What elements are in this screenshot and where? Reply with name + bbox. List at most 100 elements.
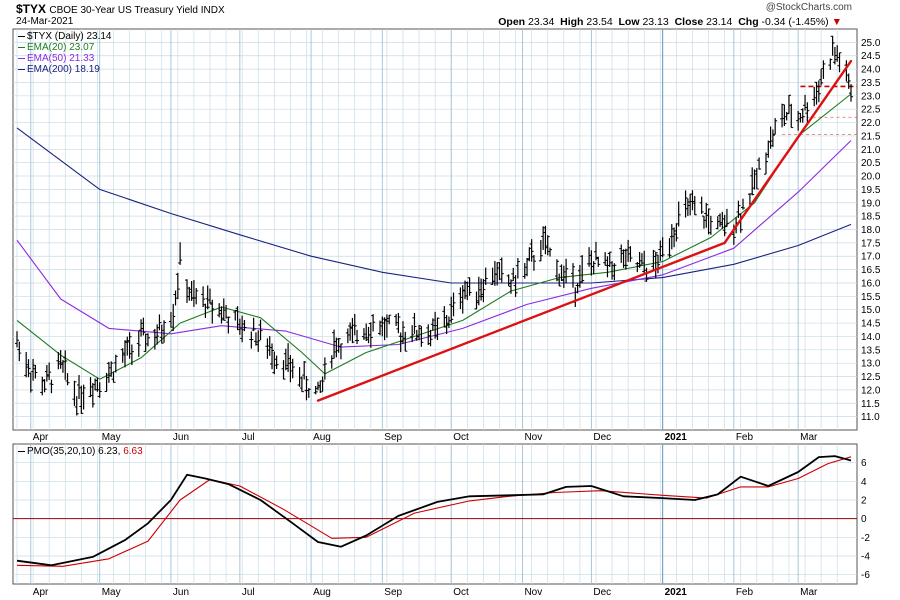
- price-bar: [65, 373, 70, 386]
- price-bar: [497, 262, 502, 281]
- price-bar: [139, 319, 144, 337]
- price-bar: [481, 278, 486, 303]
- price-bar: [97, 382, 102, 398]
- price-bar: [449, 296, 454, 323]
- price-bar: [835, 45, 840, 62]
- price-bar: [722, 214, 727, 237]
- price-bar: [656, 254, 661, 274]
- symbol-title: $TYX CBOE 30-Year US Treasury Yield INDX: [16, 3, 225, 16]
- price-bar: [511, 267, 516, 281]
- low-label: Low: [618, 16, 640, 28]
- price-bar: [430, 318, 435, 331]
- price-bar: [286, 343, 291, 372]
- price-bar: [780, 103, 785, 128]
- price-bar: [334, 337, 339, 358]
- price-bar: [738, 213, 743, 233]
- price-bar: [320, 376, 325, 392]
- pmo-signal-line: [16, 456, 852, 567]
- pmo-y-tick-label: -6: [861, 570, 870, 581]
- price-bar: [265, 338, 270, 359]
- price-bar: [412, 312, 417, 334]
- price-bar: [773, 118, 778, 135]
- price-bar: [417, 325, 422, 341]
- price-bar: [315, 381, 320, 391]
- pmo-line: [16, 455, 852, 567]
- y-tick-label: 14.5: [861, 319, 881, 330]
- price-bar: [626, 239, 631, 262]
- price-bar: [187, 286, 192, 301]
- y-tick-label: 13.0: [861, 359, 881, 370]
- price-bar: [79, 385, 84, 414]
- price-bar: [249, 331, 254, 349]
- price-bar: [660, 237, 665, 258]
- price-bar: [768, 126, 773, 149]
- pmo-y-tick-label: 0: [861, 514, 867, 525]
- price-bar: [770, 129, 775, 147]
- price-bar: [355, 329, 360, 345]
- y-tick-label: 11.5: [861, 399, 880, 410]
- price-bar: [31, 358, 36, 381]
- price-bar: [757, 157, 762, 170]
- price-bar: [692, 196, 697, 216]
- x-tick-label: Oct: [453, 432, 469, 443]
- price-bar: [283, 348, 288, 371]
- price-bar: [803, 94, 808, 111]
- price-bar: [816, 80, 821, 103]
- y-tick-label: 19.5: [861, 185, 881, 196]
- price-bar: [168, 312, 173, 328]
- price-bar: [56, 352, 61, 370]
- y-tick-label: 25.0: [861, 38, 881, 49]
- price-bar: [446, 316, 451, 329]
- price-bar: [400, 321, 405, 344]
- price-y-axis: 11.0 11.5 12.0 12.5 13.0 13.5 14.0 14.5 15.0 15.5…: [13, 38, 881, 423]
- price-bar: [674, 223, 679, 242]
- price-bar: [88, 377, 93, 398]
- price-bar: [593, 241, 598, 261]
- x-tick-label: 2021: [665, 432, 688, 443]
- price-bar: [63, 350, 68, 380]
- price-bar: [653, 252, 658, 278]
- ema200-line: [16, 127, 852, 284]
- price-bar: [159, 324, 164, 344]
- price-bar: [384, 314, 389, 338]
- price-bar: [338, 343, 343, 360]
- price-bar: [207, 288, 212, 304]
- pmo-y-tick-label: 2: [861, 496, 867, 507]
- price-bar: [763, 152, 768, 175]
- price-bar: [575, 283, 580, 294]
- price-bar: [127, 332, 132, 359]
- watermark: @StockCharts.com: [765, 2, 852, 13]
- price-bar: [288, 354, 293, 383]
- price-bar: [718, 213, 723, 227]
- price-bar: [364, 323, 369, 342]
- price-bar: [683, 190, 688, 218]
- y-tick-label: 20.0: [861, 172, 881, 183]
- price-bar: [368, 322, 373, 348]
- price-bar: [428, 329, 433, 347]
- price-bar: [724, 208, 729, 228]
- price-bar: [658, 240, 663, 261]
- price-bar: [382, 317, 387, 341]
- price-bar: [458, 287, 463, 310]
- price-bar: [444, 314, 449, 335]
- price-bar: [306, 388, 311, 398]
- price-bar: [104, 372, 109, 393]
- price-bar: [203, 303, 208, 318]
- price-bar: [157, 314, 162, 331]
- pmo-y-tick-label: -4: [861, 552, 870, 563]
- y-tick-label: 22.5: [861, 105, 881, 116]
- price-bar: [380, 316, 385, 337]
- x-tick-label: Mar: [800, 432, 818, 443]
- price-bar: [17, 341, 22, 362]
- price-bar: [789, 103, 794, 129]
- price-bar: [217, 303, 222, 318]
- price-bar: [750, 167, 755, 196]
- price-bar: [233, 309, 238, 321]
- x-tick-label-lower: Nov: [524, 587, 542, 598]
- legend-ema50: EMA(50) 21.33: [18, 54, 94, 64]
- price-bar: [299, 376, 304, 393]
- price-bar: [605, 256, 610, 278]
- x-tick-label-lower: May: [102, 587, 121, 598]
- price-bar: [258, 319, 263, 341]
